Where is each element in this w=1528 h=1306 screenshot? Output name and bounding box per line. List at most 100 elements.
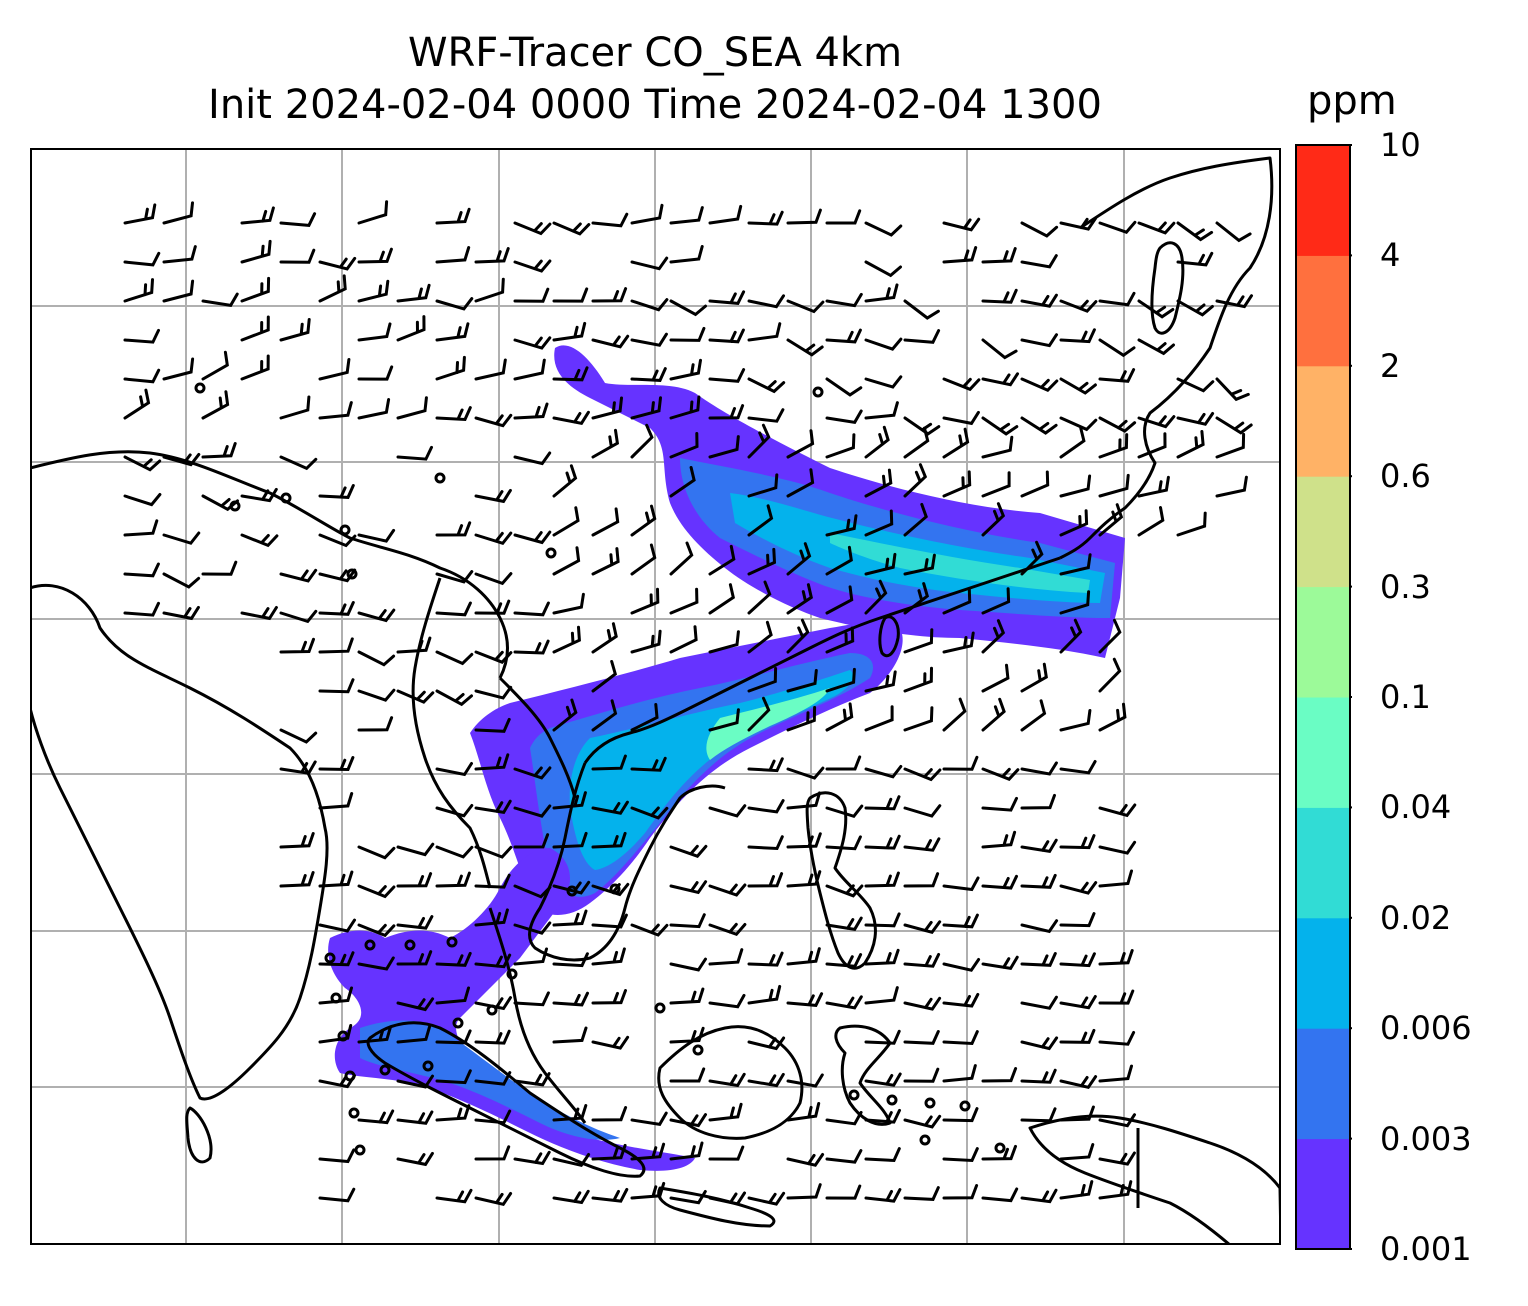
wind-barb: [162, 201, 194, 225]
wind-barb: [864, 425, 890, 459]
calm-marker: [330, 992, 342, 1004]
wind-barb: [903, 996, 942, 1011]
wind-barb: [825, 835, 862, 851]
wind-barb: [435, 689, 473, 707]
wind-barb: [630, 629, 662, 654]
tracer-plume: [328, 345, 1125, 1171]
wind-barb: [123, 388, 151, 420]
calm-marker: [364, 939, 376, 951]
wind-barb: [513, 259, 552, 273]
calm-marker: [692, 1044, 704, 1056]
wind-barb: [513, 947, 548, 966]
wind-barb: [318, 484, 355, 499]
wind-barb: [786, 1073, 824, 1088]
calm-marker: [229, 500, 241, 512]
colorbar-tick-label: 0.3: [1380, 567, 1431, 606]
wind-barb: [552, 952, 589, 968]
wind-barb: [240, 487, 278, 503]
wind-barb: [552, 546, 581, 576]
wind-barb: [1059, 216, 1098, 231]
wind-barb: [435, 951, 472, 967]
wind-barb: [708, 1072, 746, 1088]
wind-barb: [903, 767, 942, 782]
wind-barb: [1215, 416, 1253, 435]
wind-barb: [1059, 474, 1092, 498]
wind-barb: [1137, 506, 1165, 537]
coastline-new-guinea: [1028, 1114, 1281, 1245]
wind-barb: [630, 1181, 666, 1200]
calm-marker: [337, 1030, 349, 1042]
wind-barb: [864, 337, 903, 351]
colorbar-segment: [1296, 697, 1350, 808]
wind-barb: [162, 452, 201, 467]
wind-barb: [591, 1106, 628, 1122]
wind-barb: [318, 1148, 356, 1164]
wind-barb: [1020, 1036, 1059, 1051]
wind-barb: [903, 1067, 940, 1083]
wind-barb: [513, 804, 552, 818]
wind-barb: [1098, 702, 1127, 732]
wind-barb: [1020, 540, 1044, 576]
calm-marker: [452, 1017, 464, 1029]
wind-barb: [591, 913, 628, 929]
wind-barb: [786, 1153, 825, 1167]
wind-barb: [669, 541, 694, 576]
wind-barb: [435, 570, 474, 584]
wind-barb: [630, 1111, 668, 1126]
tracer-map: [30, 148, 1281, 1245]
wind-barb: [981, 471, 1011, 498]
wind-barb: [942, 1147, 979, 1163]
wind-barb: [123, 278, 154, 303]
wind-barb: [903, 1114, 942, 1129]
wind-barb: [279, 212, 317, 227]
wind-barb: [630, 504, 657, 537]
wind-barb: [864, 986, 899, 1005]
calm-marker: [566, 885, 578, 897]
wind-barb: [357, 1109, 395, 1125]
wind-barb: [825, 1149, 863, 1164]
wind-barb: [318, 358, 351, 381]
wind-barb: [1059, 618, 1083, 654]
wind-barb: [435, 650, 474, 666]
wind-barb: [786, 583, 813, 615]
wind-barb: [708, 1145, 745, 1161]
wind-barb: [864, 1072, 902, 1087]
wind-barb: [864, 1147, 901, 1163]
colorbar-segment: [1296, 255, 1350, 367]
wind-barb: [1098, 220, 1137, 234]
wind-barb: [903, 463, 928, 498]
wind-barb: [825, 953, 863, 968]
border-laos-vietnam: [498, 676, 577, 799]
wind-barb: [474, 685, 513, 700]
wind-barb: [708, 583, 735, 615]
wind-barb: [903, 582, 930, 615]
wind-barb: [747, 696, 771, 732]
wind-barb: [279, 760, 317, 775]
wind-barb: [552, 831, 588, 849]
wind-barb: [1059, 1180, 1094, 1200]
wind-barb: [747, 210, 784, 226]
wind-barb: [786, 832, 822, 849]
wind-barb: [552, 221, 591, 236]
wind-barb: [552, 1104, 588, 1122]
colorbar-segment: [1296, 145, 1350, 256]
wind-barb: [825, 328, 862, 344]
colorbar-segment: [1296, 807, 1350, 919]
wind-barb: [825, 209, 862, 225]
wind-barb: [357, 200, 389, 225]
wind-barb: [357, 688, 396, 702]
wind-barb: [474, 1109, 512, 1125]
wind-barb: [240, 606, 278, 621]
wind-barb: [942, 992, 980, 1008]
wind-barb: [747, 835, 784, 851]
coastline-indian-subcontinent: [30, 583, 329, 1101]
coastline-korea: [1150, 241, 1185, 335]
wind-barb: [747, 423, 771, 459]
wind-barb: [1098, 1180, 1133, 1200]
wind-barb: [942, 631, 975, 654]
wind-barb: [435, 1188, 473, 1204]
wind-barb: [981, 796, 1018, 812]
wind-barb: [1098, 433, 1129, 459]
wind-barb: [240, 206, 275, 225]
wind-barb: [630, 203, 664, 225]
